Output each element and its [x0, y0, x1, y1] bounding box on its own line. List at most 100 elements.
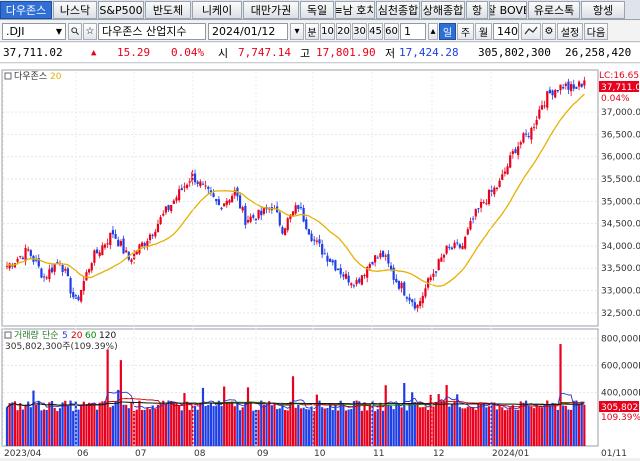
- tab-12[interactable]: 유로스톡: [528, 1, 580, 19]
- volume-legend-box-icon: [4, 331, 12, 339]
- volume-bar: [167, 400, 170, 446]
- line-style-icon[interactable]: [521, 22, 541, 40]
- volume-bar: [466, 406, 469, 446]
- candle-body: [143, 243, 146, 246]
- tab-7[interactable]: ≡남 호치: [335, 1, 375, 19]
- candle-body: [140, 242, 144, 247]
- tab-10[interactable]: 항: [466, 1, 488, 19]
- candle-body: [416, 304, 419, 309]
- search-icon[interactable]: [68, 22, 82, 40]
- bars-field[interactable]: 140: [493, 22, 519, 40]
- volume-bar: [551, 402, 554, 446]
- candle-body: [511, 151, 514, 155]
- candle-body: [577, 81, 581, 87]
- volume-bar: [260, 400, 263, 446]
- volume-bar: [535, 404, 538, 446]
- settings-button[interactable]: 설정: [557, 22, 583, 40]
- candle-body: [283, 228, 287, 235]
- candle-body: [246, 220, 250, 223]
- day-button[interactable]: 일: [439, 22, 456, 40]
- count-field[interactable]: 1: [400, 22, 426, 40]
- volume-bar: [334, 403, 337, 446]
- low-label: 저: [385, 46, 396, 60]
- date-field[interactable]: 2024/01/12: [208, 22, 288, 40]
- volume-bar: [376, 409, 379, 446]
- candle-body: [82, 281, 85, 291]
- volume-bar: [5, 407, 9, 446]
- candle-body: [464, 236, 467, 249]
- candle-body: [429, 276, 432, 281]
- candle-body: [546, 91, 549, 108]
- legend-name: 다우존스: [14, 71, 47, 82]
- symbol-field[interactable]: .DJI ▼: [2, 22, 66, 40]
- candle-body: [392, 267, 395, 280]
- candle-body: [185, 184, 189, 188]
- volume-bar: [19, 403, 22, 446]
- week-button[interactable]: 주: [457, 22, 474, 40]
- candle-body: [233, 190, 236, 196]
- candle-body: [35, 259, 38, 261]
- volume-bar: [156, 404, 160, 446]
- tab-4[interactable]: 니케이: [192, 1, 242, 19]
- volume-bar: [164, 404, 168, 446]
- volume-bar: [162, 400, 165, 446]
- candle-body: [408, 297, 411, 301]
- candle-body: [56, 262, 59, 264]
- chart-area[interactable]: 37,000.00 36,500.00 36,000.00 35,500.00 35,0…: [0, 64, 640, 459]
- volume-bar: [257, 409, 260, 446]
- tab-1[interactable]: 나스닥: [53, 1, 97, 19]
- count-stepper-icon[interactable]: ▴: [428, 22, 438, 40]
- price-tick: 35,000.00: [601, 197, 640, 207]
- minute-30-button[interactable]: 30: [352, 22, 367, 40]
- tab-11[interactable]: 잘 BOVE: [489, 1, 527, 19]
- tab-9[interactable]: 상해종합: [421, 1, 465, 19]
- volume-bar: [416, 404, 419, 446]
- minute-button[interactable]: 분: [305, 22, 319, 40]
- next-button[interactable]: 다음: [584, 22, 608, 40]
- candle-body: [133, 252, 136, 260]
- up-arrow-icon: ▲: [91, 47, 97, 58]
- minute-10-button[interactable]: 10: [320, 22, 335, 40]
- tab-3[interactable]: 반도체: [145, 1, 191, 19]
- month-button[interactable]: 월: [475, 22, 492, 40]
- tab-6[interactable]: 독일: [300, 1, 334, 19]
- candle-body: [384, 255, 387, 257]
- volume-bar: [305, 409, 308, 446]
- volume-bar: [509, 407, 512, 446]
- tab-2[interactable]: S&P500: [98, 1, 144, 19]
- tab-0[interactable]: 다우존스: [0, 1, 52, 19]
- gear-icon[interactable]: ⚙: [542, 22, 556, 40]
- minute-45-button[interactable]: 45: [368, 22, 383, 40]
- candle-body: [53, 264, 56, 272]
- minute-20-button[interactable]: 20: [336, 22, 351, 40]
- star-icon[interactable]: ☆: [83, 22, 97, 40]
- candle-body: [223, 203, 226, 207]
- candle-body: [474, 209, 477, 217]
- candle-body: [466, 229, 469, 235]
- tab-5[interactable]: 대만가권: [243, 1, 299, 19]
- candle-body: [517, 146, 520, 156]
- volume-bar: [524, 400, 528, 446]
- volume-bar: [61, 402, 64, 446]
- price-tick: 37,000.00: [601, 108, 640, 118]
- volume-bar: [82, 401, 85, 446]
- dropdown-icon[interactable]: ▼: [55, 26, 62, 36]
- tab-13[interactable]: 항셍: [581, 1, 625, 19]
- volume-tag-text: 305,802K: [601, 403, 640, 413]
- minute-60-button[interactable]: 60: [384, 22, 399, 40]
- candle-body: [490, 189, 493, 192]
- candle-body: [313, 239, 316, 242]
- candle-body: [66, 268, 70, 277]
- calendar-icon[interactable]: ▾: [290, 22, 304, 40]
- tab-8[interactable]: 심천종합: [376, 1, 420, 19]
- volume-bar: [241, 407, 244, 446]
- volume-bar: [72, 410, 75, 446]
- volume-bar: [53, 407, 56, 446]
- volume-bar: [238, 410, 242, 446]
- price-volume-chart[interactable]: 37,000.00 36,500.00 36,000.00 35,500.00 35,0…: [0, 64, 640, 459]
- volume-bar: [400, 407, 403, 446]
- volume-bar: [183, 393, 186, 446]
- volume-bar: [501, 407, 504, 446]
- candle-body: [485, 203, 488, 205]
- grid: [3, 111, 597, 314]
